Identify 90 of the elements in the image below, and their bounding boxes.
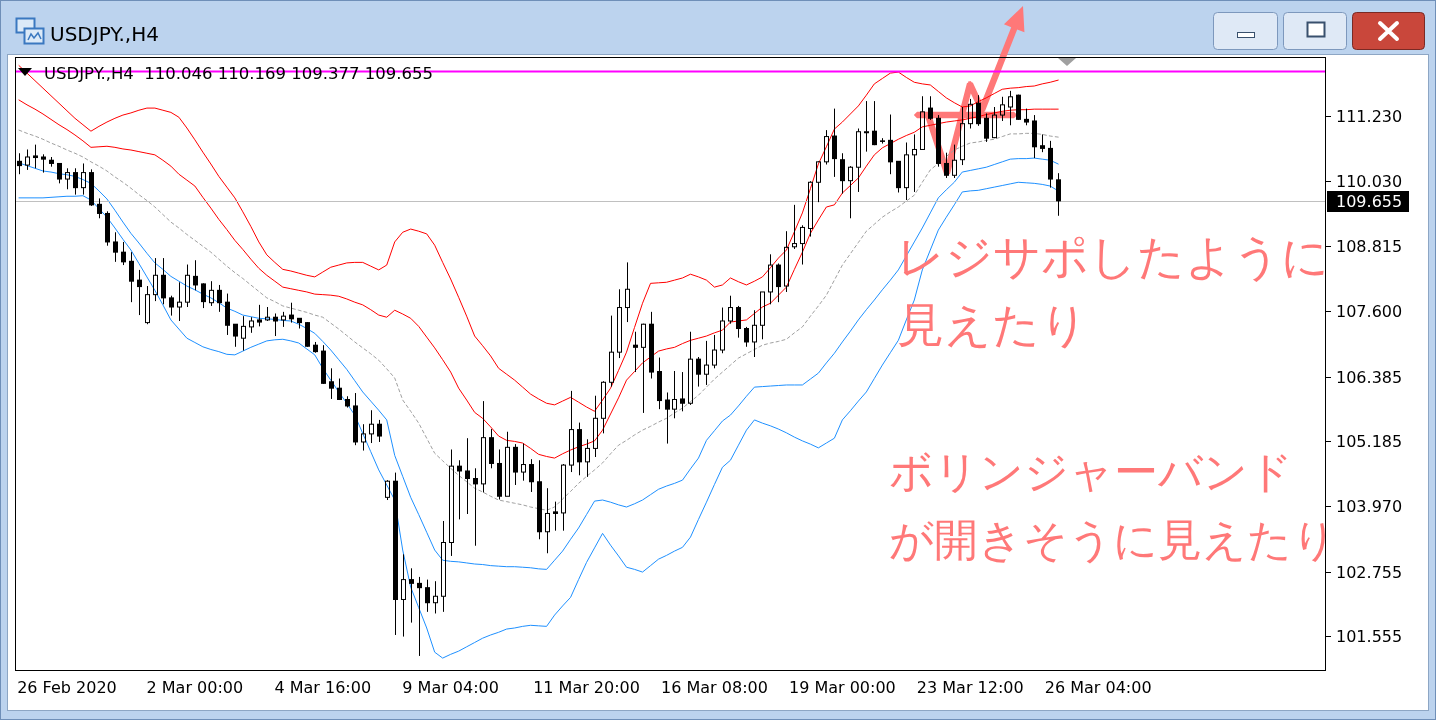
candlestick (792, 204, 797, 250)
candlestick (217, 284, 222, 313)
candlestick (33, 144, 38, 169)
candlestick (904, 141, 909, 201)
candlestick (433, 580, 438, 614)
candlestick (848, 166, 853, 219)
y-tick-label: 106.385 (1336, 368, 1403, 387)
y-tick-label: 110.030 (1336, 172, 1403, 191)
candlestick (968, 98, 973, 130)
candlestick (665, 392, 670, 445)
candlestick (161, 257, 166, 305)
candlestick (441, 520, 446, 613)
candlestick (928, 95, 933, 121)
candlestick (177, 281, 182, 322)
candlestick (680, 371, 685, 412)
candlestick (209, 280, 214, 307)
candlestick (800, 224, 805, 266)
candlestick (944, 152, 949, 179)
x-tick-label: 16 Mar 08:00 (661, 677, 768, 697)
y-tick-label: 105.185 (1336, 432, 1403, 451)
candlestick (329, 367, 334, 400)
candlestick (169, 295, 174, 317)
x-tick-label: 26 Feb 2020 (17, 677, 117, 697)
candlestick (744, 326, 749, 348)
candlestick (129, 251, 134, 303)
candlestick (97, 197, 102, 219)
candlestick (1056, 172, 1061, 217)
x-tick-label: 2 Mar 00:00 (146, 677, 244, 697)
candlestick (81, 162, 86, 196)
candlestick (824, 129, 829, 166)
candlestick (696, 356, 701, 388)
x-tick-label: 4 Mar 16:00 (274, 677, 372, 697)
x-tick-label: 19 Mar 00:00 (788, 677, 896, 697)
candlestick (449, 448, 454, 557)
candlestick (984, 112, 989, 143)
x-tick-label: 11 Mar 20:00 (533, 677, 640, 697)
candlestick (752, 309, 757, 358)
candlestick (601, 381, 606, 434)
candlestick (201, 282, 206, 309)
annotation: ボリンジャーバンドが開きそうに見えたり (889, 447, 1337, 565)
candlestick (257, 304, 262, 327)
candlestick (960, 106, 965, 166)
candlestick (840, 152, 845, 195)
candlestick (768, 253, 773, 305)
candlestick (465, 437, 470, 515)
candlestick (888, 114, 893, 175)
candlestick (776, 262, 781, 303)
x-tick-label: 9 Mar 04:00 (402, 677, 499, 697)
candlestick (241, 315, 246, 352)
candlestick (625, 261, 630, 323)
candlestick (545, 487, 550, 554)
x-tick-label: 23 Mar 12:00 (916, 677, 1024, 697)
candlestick (553, 501, 558, 532)
candlestick (73, 167, 78, 196)
x-tick-label: 26 Mar 04:00 (1044, 677, 1152, 697)
candlestick (864, 100, 869, 153)
candlestick (609, 315, 614, 388)
candlestick (401, 553, 406, 638)
candlestick (912, 133, 917, 193)
chart-title: USDJPY.,H4 (50, 22, 159, 46)
candlestick (633, 331, 638, 373)
candlestick (736, 305, 741, 339)
y-tick-label: 101.555 (1336, 627, 1403, 646)
y-tick-label: 102.755 (1336, 563, 1403, 582)
candlestick (41, 153, 46, 174)
candlestick (137, 269, 142, 316)
candlestick (832, 108, 837, 178)
y-tick-label: 107.600 (1336, 302, 1403, 321)
candlestick (425, 579, 430, 613)
candlestick (65, 167, 70, 190)
candlestick (153, 257, 158, 302)
candlestick (704, 340, 709, 386)
candlestick (808, 181, 813, 238)
candlestick (113, 231, 118, 263)
ref-line-label: 109.655 (1336, 192, 1403, 211)
candlestick (233, 323, 238, 348)
candlestick (57, 162, 62, 184)
candlestick (377, 419, 382, 443)
candlestick (872, 100, 877, 146)
y-tick-label: 111.230 (1336, 107, 1403, 126)
candlestick (585, 438, 590, 478)
y-tick-label: 108.815 (1336, 237, 1403, 256)
candlestick (976, 94, 981, 127)
candlestick (193, 259, 198, 291)
candlestick (121, 241, 126, 266)
y-tick-label: 103.970 (1336, 497, 1403, 516)
candlestick (409, 567, 414, 624)
candlestick (417, 576, 422, 657)
candlestick (529, 458, 534, 493)
candlestick (473, 467, 478, 547)
